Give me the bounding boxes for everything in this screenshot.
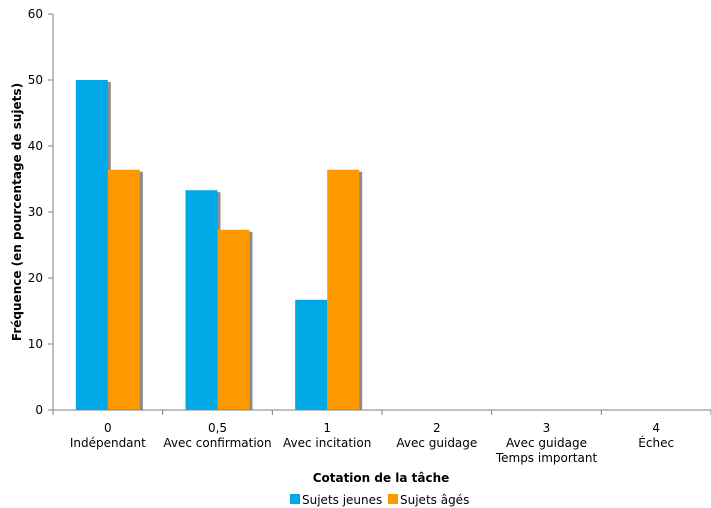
bar-marks (75, 80, 363, 410)
x-tick-code: 0 (104, 421, 112, 435)
y-tick-label: 30 (28, 205, 43, 219)
bar-sujets-jeunes (75, 80, 108, 410)
x-tick-label: Avec guidage (506, 436, 587, 450)
y-tick-label: 0 (35, 403, 43, 417)
x-tick-label: Avec confirmation (163, 436, 271, 450)
y-axis-title: Fréquence (en pourcentage de sujets) (10, 83, 24, 341)
x-tick-label-line2: Temps important (495, 451, 598, 465)
legend-label: Sujets âgés (400, 493, 469, 507)
legend-swatch (290, 494, 300, 504)
bar-sujets-jeunes (185, 190, 218, 410)
y-tick-label: 50 (28, 73, 43, 87)
legend-swatch (388, 494, 398, 504)
y-tick-label: 60 (28, 7, 43, 21)
x-tick-label: Avec incitation (283, 436, 371, 450)
x-tick-label: Avec guidage (396, 436, 477, 450)
x-tick-code: 1 (323, 421, 331, 435)
bar-sujets-ages (327, 169, 360, 410)
bar-sujets-ages (107, 169, 140, 410)
y-tick-label: 40 (28, 139, 43, 153)
y-tick-label: 20 (28, 271, 43, 285)
x-tick-code: 2 (433, 421, 441, 435)
legend: Sujets jeunes Sujets âgés (290, 493, 469, 507)
x-tick-code: 0,5 (208, 421, 227, 435)
x-tick-code: 3 (543, 421, 551, 435)
bar-sujets-jeunes (295, 299, 328, 410)
y-axis-ticks: 0 10 20 30 40 50 60 (28, 7, 53, 417)
x-axis-title: Cotation de la tâche (313, 471, 450, 485)
x-tick-label: Échec (638, 435, 674, 450)
x-tick-code: 4 (652, 421, 660, 435)
x-tick-label: Indépendant (70, 436, 146, 450)
legend-label: Sujets jeunes (302, 493, 382, 507)
y-tick-label: 10 (28, 337, 43, 351)
bar-sujets-ages (217, 229, 250, 410)
